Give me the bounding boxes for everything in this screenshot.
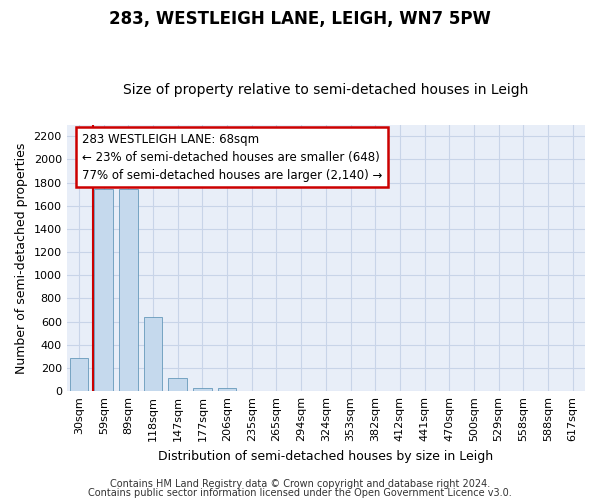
Bar xyxy=(218,388,236,391)
Title: Size of property relative to semi-detached houses in Leigh: Size of property relative to semi-detach… xyxy=(123,83,529,97)
Bar xyxy=(119,190,137,391)
Y-axis label: Number of semi-detached properties: Number of semi-detached properties xyxy=(15,142,28,374)
Bar xyxy=(144,317,163,391)
Text: Contains public sector information licensed under the Open Government Licence v3: Contains public sector information licen… xyxy=(88,488,512,498)
Bar xyxy=(70,358,88,391)
Bar xyxy=(169,378,187,391)
Bar xyxy=(94,190,113,391)
Bar xyxy=(193,388,212,391)
Text: Contains HM Land Registry data © Crown copyright and database right 2024.: Contains HM Land Registry data © Crown c… xyxy=(110,479,490,489)
X-axis label: Distribution of semi-detached houses by size in Leigh: Distribution of semi-detached houses by … xyxy=(158,450,493,462)
Text: 283 WESTLEIGH LANE: 68sqm
← 23% of semi-detached houses are smaller (648)
77% of: 283 WESTLEIGH LANE: 68sqm ← 23% of semi-… xyxy=(82,132,383,182)
Text: 283, WESTLEIGH LANE, LEIGH, WN7 5PW: 283, WESTLEIGH LANE, LEIGH, WN7 5PW xyxy=(109,10,491,28)
